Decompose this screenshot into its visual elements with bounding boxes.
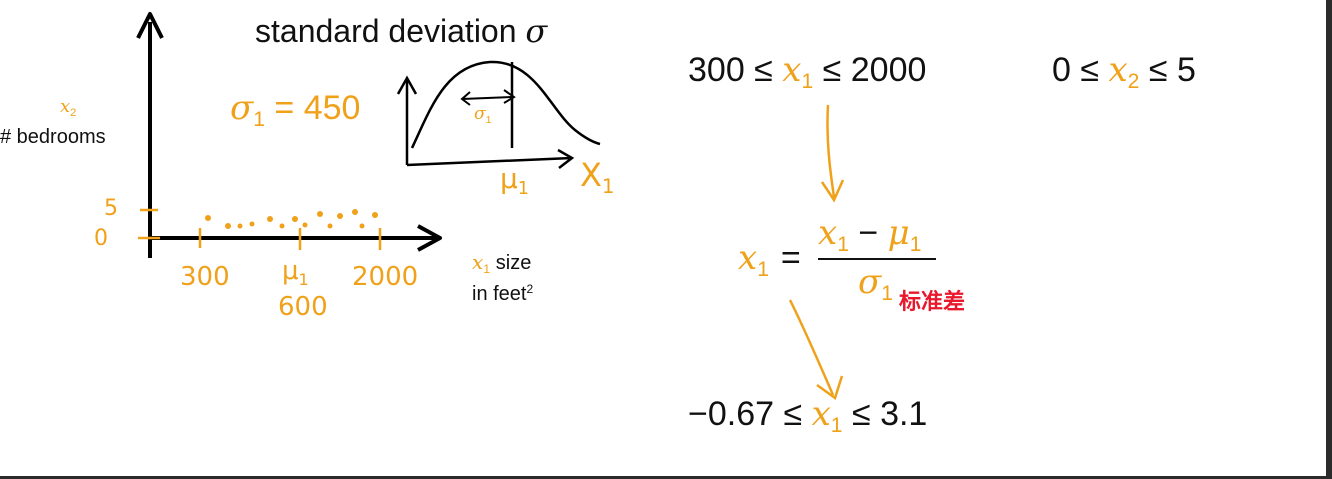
scatter-points [205,209,378,229]
y-variable: x2 [60,96,77,119]
inset-y-arrowhead [396,75,418,95]
inset-mu-symbol: μ [500,162,518,195]
numerator-sub: 1 [837,233,849,257]
scatter-point [225,223,231,229]
fraction-bar [818,258,936,260]
range-x2-sub: 2 [1127,70,1140,94]
inset-x1-sub: 1 [601,174,615,198]
scatter-point [302,222,308,228]
normalized-range-right: ≤ 3.1 [842,395,928,433]
sigma1-rhs: = 450 [264,89,361,127]
numerator-mu: μ [887,213,910,253]
x-axis-unit-sup: 2 [526,281,534,296]
x-axis-unit-text: in feet [472,283,527,305]
inset-mu-sub: 1 [517,179,529,200]
x-axis-unit: in feet2 [472,281,534,306]
x-tick-mu-symbol: μ [282,256,299,286]
x-tick-600-label: 600 [278,292,328,322]
sigma1-value: σ1 = 450 [230,88,361,132]
chinese-annotation: 标准差 [899,289,966,314]
y-tick-0-label: 0 [94,226,108,251]
normalization-lhs-sub: 1 [757,258,769,282]
arrow-to-formula-head [820,179,845,203]
x-axis-label-size: size [490,252,532,274]
graph-title-text: standard deviation [255,13,526,49]
range-x2-right: ≤ 5 [1139,51,1196,89]
y-axis-label: # bedrooms [0,126,106,148]
range-x1-left: 300 ≤ [688,51,783,89]
range-x1: 300 ≤ x1 ≤ 2000 [688,50,927,94]
sigma1-sub: 1 [253,108,265,132]
x-variable-sub: 1 [483,262,491,277]
normalized-range: −0.67 ≤ x1 ≤ 3.1 [688,394,928,438]
arrow-to-result [788,299,835,396]
sigma1-symbol: σ [230,88,254,128]
normalization-denominator: σ1 [858,262,893,306]
scatter-point [237,223,243,229]
inset-mu-label: μ1 [500,162,529,199]
scatter-point [279,223,285,229]
x-tick-2000-label: 2000 [352,262,419,292]
normalization-lhs: x1 = [738,238,801,282]
sigma-span-arrow-right [503,89,516,104]
y-variable-sub: 2 [70,106,77,119]
x-axis-label: x1 size [472,250,532,277]
scatter-point [317,211,323,217]
scatter-point [267,216,273,222]
normalization-numerator: x1 − μ1 [818,213,922,257]
range-x2-left: 0 ≤ [1052,51,1109,89]
inset-sigma-symbol: σ [474,104,486,124]
arrow-to-result-head [816,375,844,401]
x-axis-arrowhead [417,224,442,252]
frame-edge-bottom [0,476,1332,479]
inset-x1-symbol: X [580,156,602,194]
range-x1-right: ≤ 2000 [813,51,927,89]
scatter-point [249,221,255,227]
denominator-sub: 1 [881,282,893,306]
x-tick-300-label: 300 [180,262,230,292]
inset-x1-label: X1 [580,156,615,198]
inset-sigma-label: σ1 [474,104,492,126]
x-variable-symbol: x [472,250,484,274]
sigma-span [461,96,513,100]
scatter-point [352,209,358,215]
numerator-minus: − [848,214,888,252]
inset-x-axis [406,156,573,167]
normalized-range-left: −0.67 ≤ [688,395,812,433]
x-tick-mu-sub: 1 [298,269,309,289]
scatter-point [337,213,343,219]
graph-title-sigma: σ [525,12,548,50]
scatter-point [359,223,365,229]
normalization-lhs-var: x [738,238,758,278]
numerator-mu-sub: 1 [909,233,922,257]
range-x2-var: x [1108,50,1128,90]
normalized-range-sub: 1 [830,414,843,438]
inset-sigma-sub: 1 [485,113,492,126]
sigma-span-arrow-left [460,91,471,106]
scatter-point [372,212,378,218]
range-x1-var: x [782,50,802,90]
scatter-point [205,215,211,221]
scatter-point [292,216,298,222]
x-tick-mu-label: μ1 [282,256,309,289]
denominator-sigma: σ [858,262,882,302]
bell-curve [410,60,601,149]
y-tick-5-label: 5 [104,196,118,221]
normalized-range-var: x [811,394,831,434]
normalization-equals: = [780,239,801,277]
range-x1-sub: 1 [801,70,814,94]
scatter-point [327,223,333,229]
frame-edge-right [1326,0,1332,479]
range-x2: 0 ≤ x2 ≤ 5 [1052,50,1196,94]
y-variable-symbol: x [60,96,71,117]
inset-x-arrowhead [557,148,575,169]
graph-title: standard deviation σ [255,12,547,50]
y-axis-arrowhead [136,12,164,39]
arrow-to-formula [826,104,836,198]
numerator-var: x [818,213,838,253]
